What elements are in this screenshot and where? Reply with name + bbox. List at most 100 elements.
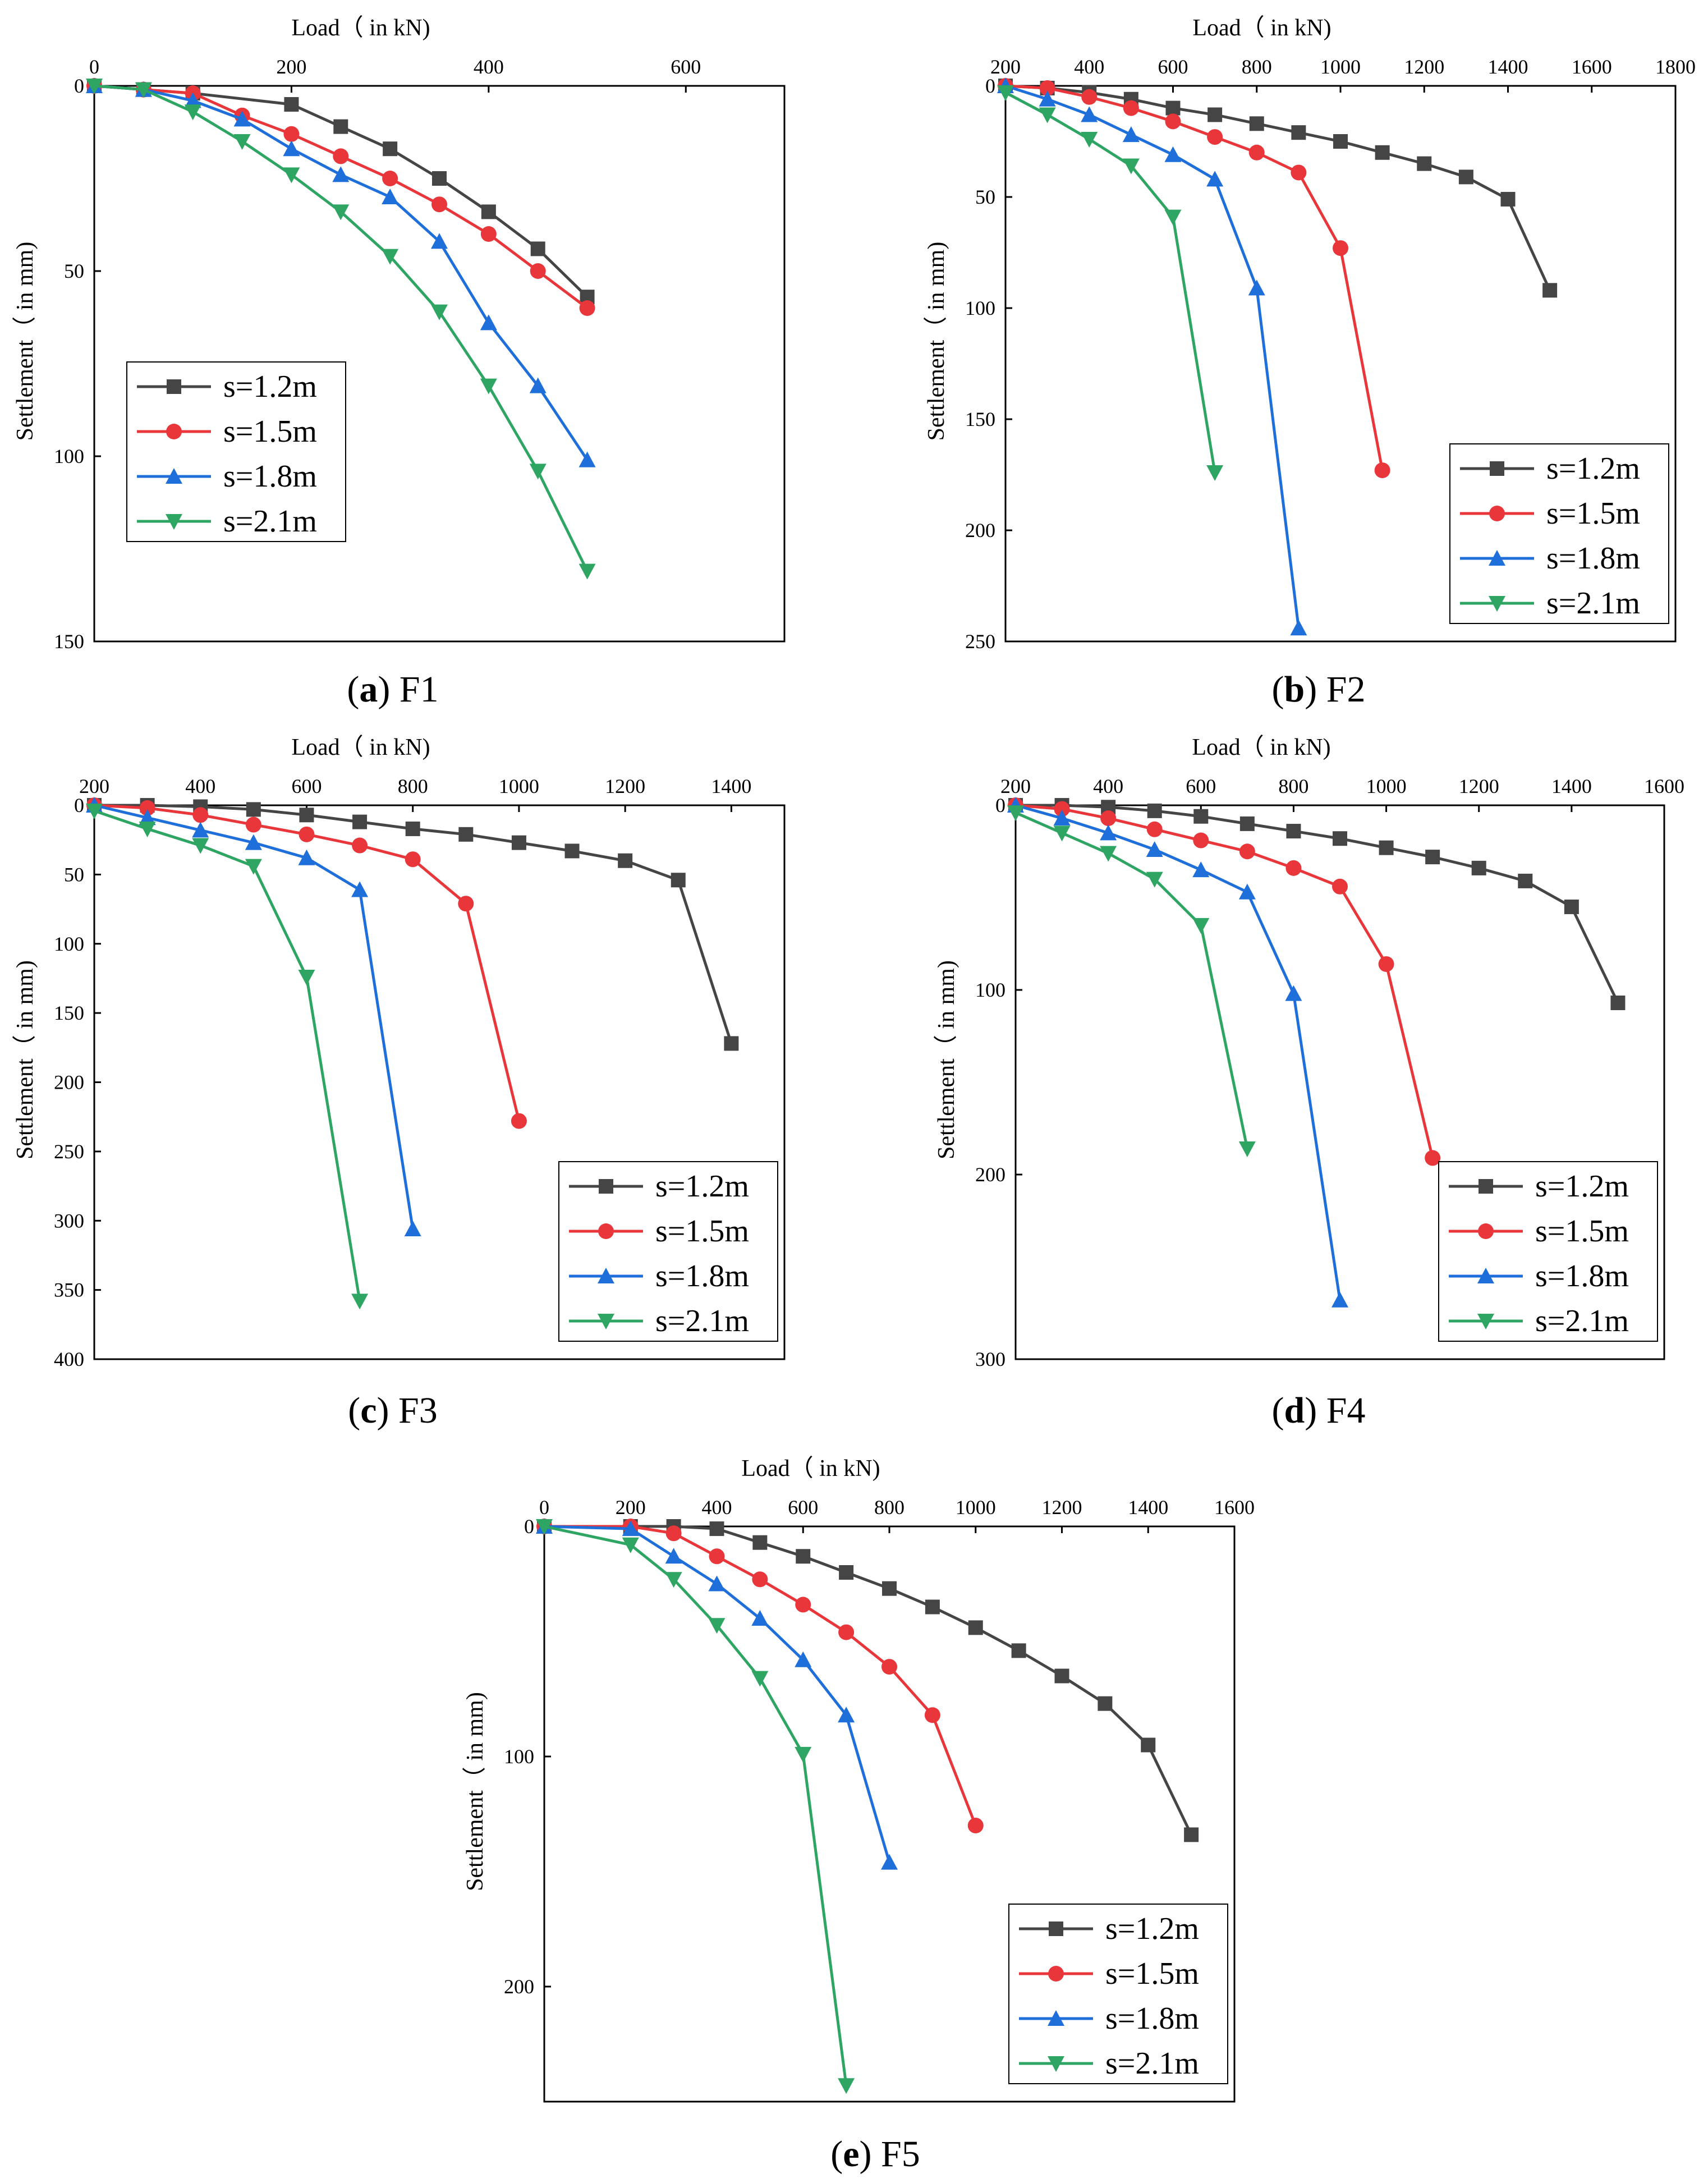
x-axis-title: Load（ in kN): [741, 1456, 880, 1482]
data-point: [1184, 1827, 1199, 1842]
caption-paren-open: (: [830, 2134, 843, 2175]
data-point: [1081, 106, 1098, 122]
data-point: [1100, 846, 1117, 862]
legend-label: s=2.1m: [655, 1304, 749, 1338]
data-point: [1164, 146, 1182, 162]
y-tick-label: 250: [965, 630, 995, 653]
data-point: [751, 1610, 769, 1626]
x-tick-label: 600: [671, 56, 701, 78]
data-point: [1374, 462, 1390, 479]
x-tick-label: 200: [79, 775, 109, 797]
x-tick-label: 1000: [1320, 56, 1361, 78]
data-point: [139, 809, 156, 825]
data-point: [1375, 145, 1390, 160]
y-tick-label: 100: [54, 445, 84, 467]
y-axis-title: Settlement（ in mm): [924, 242, 949, 441]
caption-paren-close: ): [860, 2134, 881, 2175]
y-tick-label: 300: [54, 1209, 84, 1232]
legend-marker: [1048, 2010, 1064, 2026]
data-point: [1193, 809, 1209, 824]
x-tick-label: 1000: [956, 1496, 996, 1519]
caption-paren-close: ): [378, 669, 399, 710]
legend-label: s=1.5m: [655, 1214, 749, 1249]
y-tick-label: 250: [54, 1140, 84, 1163]
data-point: [795, 1597, 811, 1613]
data-point: [246, 802, 261, 817]
data-point: [458, 827, 474, 842]
x-tick-label: 1400: [711, 775, 751, 797]
data-point: [881, 1854, 898, 1870]
x-tick-label: 1600: [1572, 56, 1612, 78]
x-tick-label: 200: [1000, 775, 1031, 797]
legend: s=1.2m s=1.5m s=1.8m s=2.1m: [1438, 1161, 1658, 1342]
chart-panel-f1: 0 200 400 600 0 50 100 150 Load（ in kN) Settlemen…: [12, 15, 786, 710]
data-point: [1207, 107, 1223, 122]
data-point: [530, 263, 546, 279]
caption-paren-close: ): [1305, 1390, 1326, 1431]
legend-label: s=1.5m: [1105, 1956, 1199, 1991]
legend-label: s=1.8m: [655, 1259, 749, 1294]
panel-caption: (c) F3: [348, 1390, 437, 1431]
x-tick-label: 200: [276, 56, 306, 78]
y-tick-label: 50: [64, 863, 84, 886]
data-point: [1333, 831, 1347, 846]
legend-marker: [599, 1179, 613, 1194]
data-point: [1425, 850, 1440, 865]
y-axis-title: Settlement（ in mm): [12, 960, 38, 1159]
caption-letter: c: [360, 1390, 377, 1431]
x-tick-label: 400: [1074, 56, 1104, 78]
legend-label: s=1.5m: [1546, 496, 1640, 531]
x-tick-label: 1400: [1128, 1496, 1168, 1519]
legend-label: s=2.1m: [1105, 2046, 1199, 2081]
x-tick-label: 200: [990, 56, 1021, 78]
data-point: [431, 304, 448, 320]
data-point: [709, 1548, 725, 1565]
data-point: [135, 82, 152, 98]
y-tick-label: 0: [995, 794, 1005, 817]
x-tick-label: 800: [1242, 56, 1272, 78]
caption-paren-open: (: [1272, 1390, 1284, 1431]
data-point: [351, 881, 369, 897]
y-tick-label: 200: [54, 1071, 84, 1094]
data-point: [724, 1036, 739, 1051]
data-point: [382, 249, 399, 265]
data-point: [1054, 1668, 1069, 1684]
data-point: [622, 1537, 639, 1553]
x-tick-label: 1200: [1042, 1496, 1082, 1519]
y-tick-label: 100: [975, 979, 1005, 1001]
data-point: [298, 969, 315, 985]
x-tick-label: 400: [474, 56, 504, 78]
data-point: [333, 119, 348, 134]
x-axis-title: Load（ in kN): [1192, 15, 1331, 41]
x-tick-label: 0: [89, 56, 99, 78]
data-point: [1379, 840, 1394, 855]
legend-box: [1008, 1904, 1228, 2084]
legend-label: s=1.2m: [223, 369, 317, 404]
data-point: [1039, 90, 1056, 107]
y-tick-label: 0: [524, 1515, 534, 1538]
series-line-s-1.5m: [94, 84, 589, 309]
panel-caption: (e) F5: [830, 2134, 920, 2175]
data-point: [299, 808, 314, 823]
data-point: [1471, 860, 1486, 875]
y-tick-label: 100: [504, 1745, 534, 1768]
legend-marker: [1479, 1179, 1493, 1194]
data-point: [1285, 985, 1302, 1001]
caption-letter: d: [1284, 1390, 1305, 1431]
data-point: [284, 97, 299, 112]
data-point: [709, 1521, 724, 1537]
data-point: [192, 822, 209, 838]
data-point: [352, 814, 368, 829]
data-point: [283, 126, 300, 142]
chart-panel-f4: 200 400 600 800 1000 1200 1400 1600 0 100 200 300 Lo…: [934, 735, 1684, 1431]
data-point: [795, 1746, 812, 1763]
data-point: [511, 835, 526, 850]
x-axis-title: Load（ in kN): [1192, 735, 1330, 760]
data-point: [431, 196, 447, 213]
y-axis-title: Settlement（ in mm): [12, 242, 38, 441]
data-point: [1192, 861, 1210, 878]
data-point: [671, 873, 686, 888]
series-line-s-1.8m: [1005, 84, 1300, 629]
data-point: [579, 300, 595, 316]
y-tick-label: 150: [54, 630, 84, 653]
